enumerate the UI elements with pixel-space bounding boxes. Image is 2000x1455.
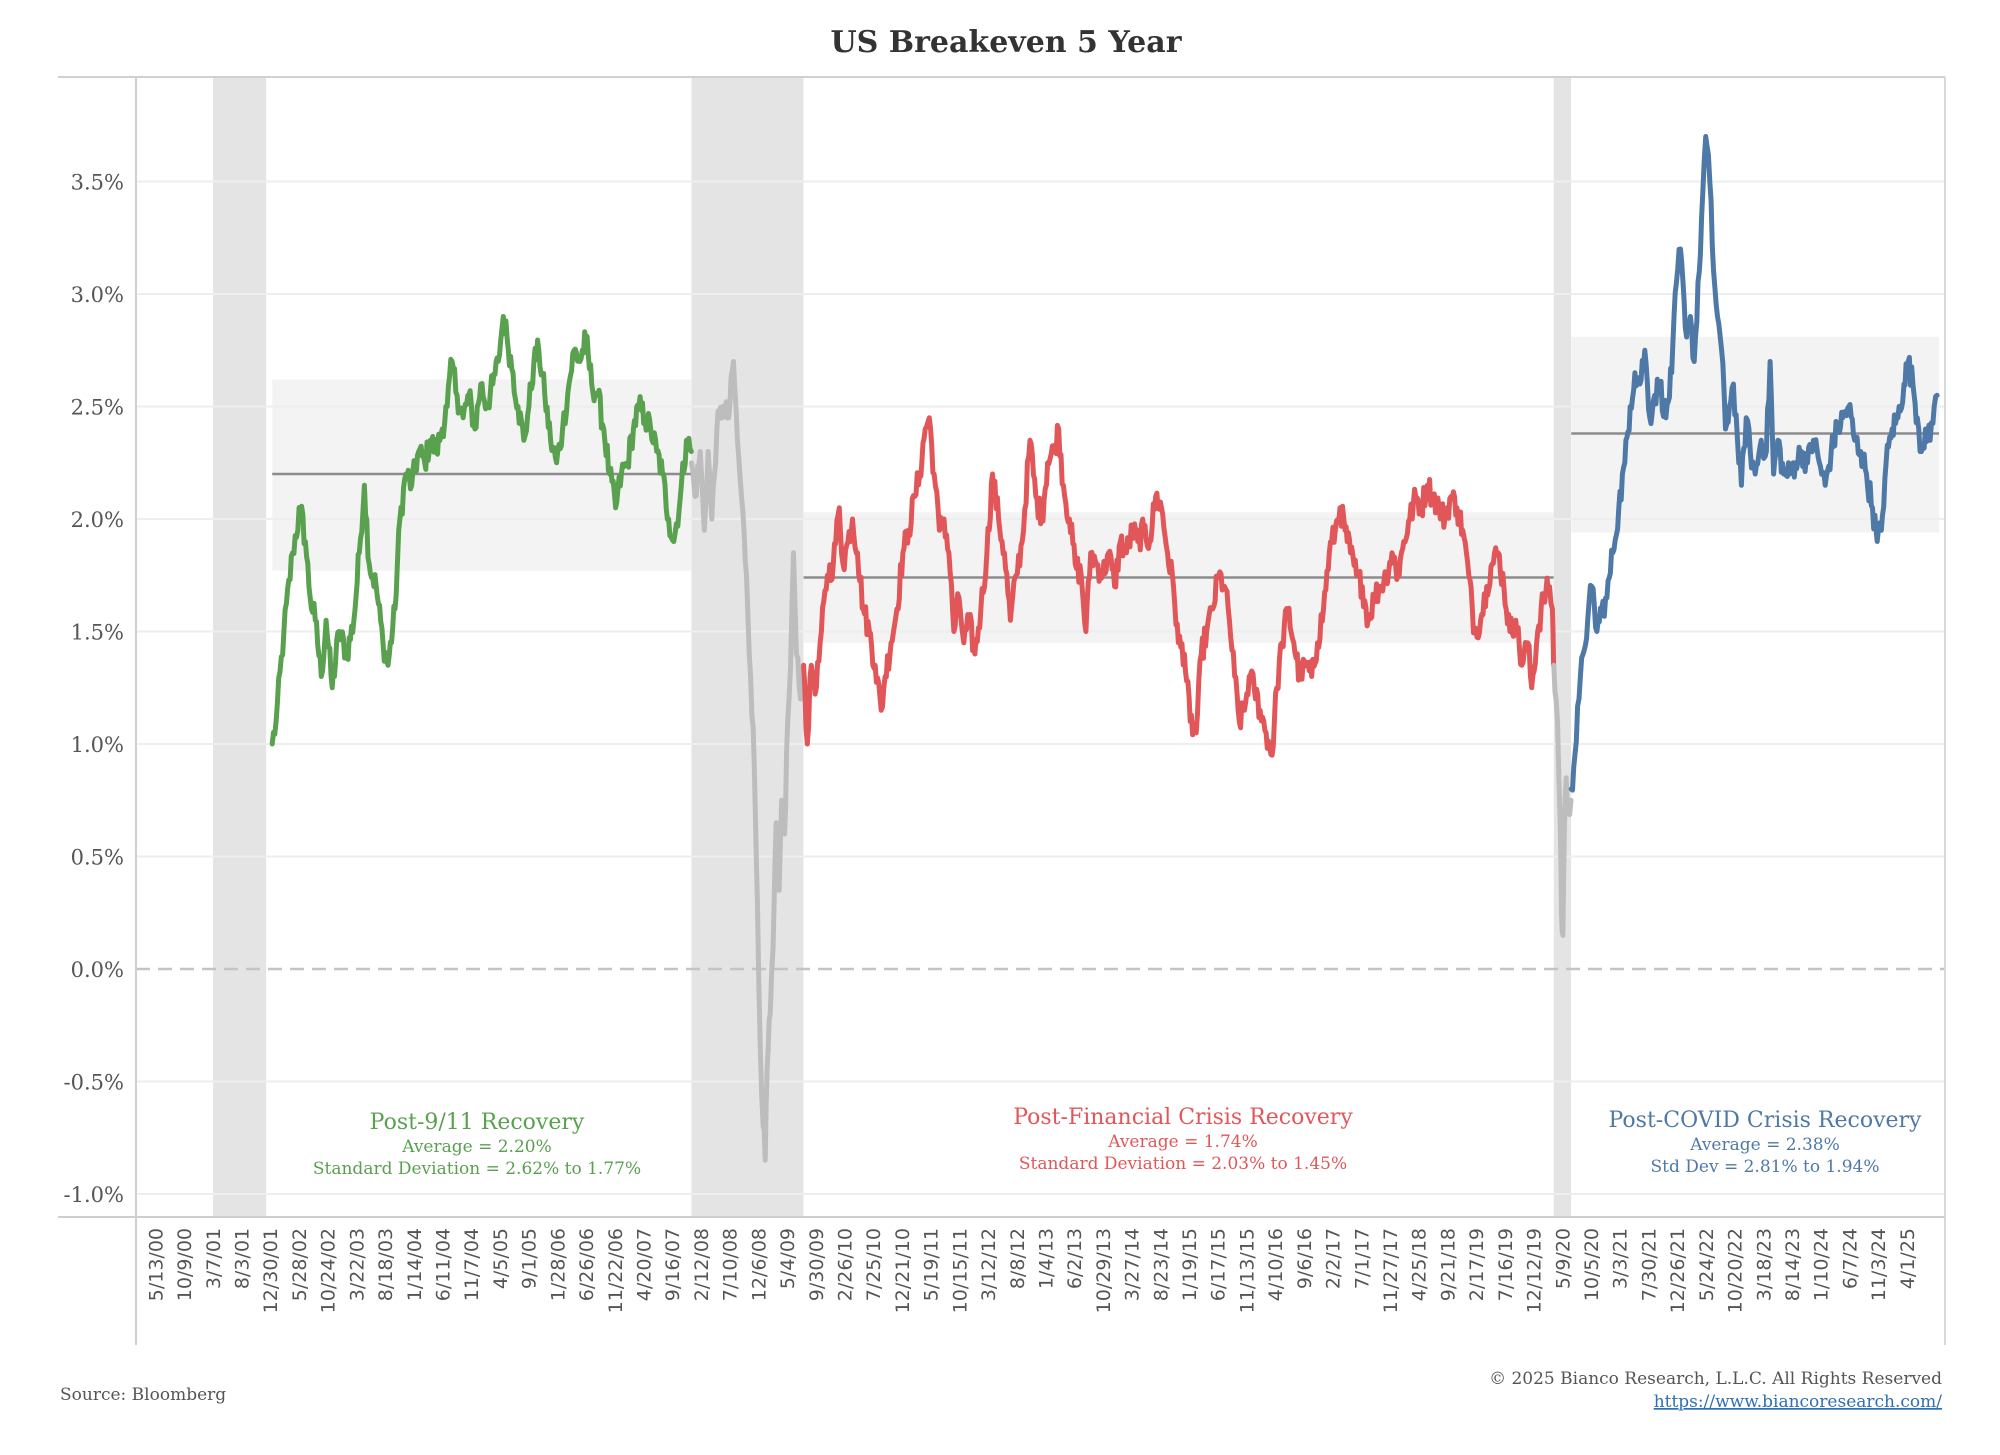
x-tick-label: 1/28/06 — [547, 1228, 569, 1301]
y-tick-label: 0.0% — [71, 958, 124, 982]
regime-label-stddev: Standard Deviation = 2.62% to 1.77% — [313, 1159, 641, 1179]
x-tick-label: 2/17/19 — [1466, 1228, 1488, 1301]
x-tick-label: 12/21/10 — [892, 1228, 914, 1313]
std-dev-bands — [272, 336, 1940, 643]
x-tick-label: 12/6/08 — [748, 1228, 770, 1301]
x-tick-label: 7/1/17 — [1351, 1228, 1373, 1289]
x-tick-label: 9/16/07 — [662, 1228, 684, 1301]
x-tick-label: 3/18/23 — [1753, 1228, 1775, 1301]
x-tick-label: 5/9/20 — [1552, 1228, 1574, 1289]
x-tick-label: 9/6/16 — [1294, 1228, 1316, 1289]
x-tick-label: 8/8/12 — [1007, 1228, 1029, 1289]
y-axis-ticks: 3.5% 3.0% 2.5% 2.0% 1.5% 1.0% 0.5% 0.0% -0.5% -1.… — [64, 171, 124, 1208]
x-tick-label: 11/22/06 — [605, 1228, 627, 1313]
x-tick-label: 11/3/24 — [1868, 1228, 1890, 1301]
source-note: Source: Bloomberg — [60, 1385, 226, 1405]
x-tick-label: 1/10/24 — [1811, 1228, 1833, 1301]
x-axis-ticks: 5/13/00 10/9/00 3/7/01 8/3/01 12/30/01 5/28/0… — [145, 1228, 1918, 1313]
x-tick-label: 5/13/00 — [145, 1228, 167, 1301]
x-tick-label: 1/4/13 — [1035, 1228, 1057, 1289]
x-tick-label: 1/14/04 — [404, 1228, 426, 1301]
x-tick-label: 9/1/05 — [519, 1228, 541, 1289]
x-tick-label: 3/22/03 — [346, 1228, 368, 1301]
y-tick-label: -1.0% — [64, 1183, 124, 1207]
x-tick-label: 5/4/09 — [777, 1228, 799, 1289]
regime-label-title: Post-COVID Crisis Recovery — [1609, 1108, 1923, 1133]
regime-label-average: Average = 2.38% — [1689, 1135, 1840, 1155]
series-line — [1551, 662, 1574, 938]
regime-label-title: Post-9/11 Recovery — [370, 1110, 585, 1135]
x-tick-label: 10/24/02 — [318, 1228, 340, 1313]
x-tick-label: 7/25/10 — [863, 1228, 885, 1301]
x-tick-label: 6/26/06 — [576, 1228, 598, 1301]
x-tick-label: 11/27/17 — [1380, 1228, 1402, 1313]
series-lines — [269, 134, 1940, 1163]
x-tick-label: 5/24/22 — [1696, 1228, 1718, 1301]
x-tick-label: 2/2/17 — [1323, 1228, 1345, 1289]
x-tick-label: 5/28/02 — [289, 1228, 311, 1301]
x-tick-label: 4/10/16 — [1265, 1228, 1287, 1301]
x-tick-label: 8/3/01 — [232, 1228, 254, 1289]
x-tick-label: 2/26/10 — [834, 1228, 856, 1301]
x-tick-label: 2/12/08 — [691, 1228, 713, 1301]
y-tick-label: 3.0% — [71, 283, 124, 307]
x-tick-label: 3/12/12 — [978, 1228, 1000, 1301]
x-tick-label: 3/3/21 — [1610, 1228, 1632, 1289]
recession-band — [213, 78, 267, 1217]
y-tick-label: 3.5% — [71, 171, 124, 195]
x-tick-label: 1/19/15 — [1179, 1228, 1201, 1301]
copyright-note: © 2025 Bianco Research, L.L.C. All Right… — [1489, 1369, 1942, 1389]
series-line — [689, 359, 806, 1163]
regime-label-average: Average = 1.74% — [1107, 1132, 1258, 1152]
x-tick-label: 10/5/20 — [1581, 1228, 1603, 1301]
x-tick-label: 12/30/01 — [260, 1228, 282, 1313]
y-tick-label: 1.5% — [71, 621, 124, 645]
regime-label-average: Average = 2.20% — [401, 1137, 552, 1157]
x-tick-label: 12/26/21 — [1667, 1228, 1689, 1313]
recession-band — [1553, 78, 1572, 1217]
x-tick-label: 6/17/15 — [1208, 1228, 1230, 1301]
x-tick-label: 9/21/18 — [1437, 1228, 1459, 1301]
x-tick-label: 4/20/07 — [634, 1228, 656, 1301]
series-line — [269, 314, 694, 747]
chart-title: US Breakeven 5 Year — [830, 25, 1182, 60]
regime-label-stddev: Std Dev = 2.81% to 1.94% — [1651, 1157, 1880, 1177]
x-tick-label: 10/9/00 — [174, 1228, 196, 1301]
y-tick-label: 2.0% — [71, 508, 124, 532]
x-tick-label: 9/30/09 — [806, 1228, 828, 1301]
regime-label-title: Post-Financial Crisis Recovery — [1013, 1105, 1353, 1130]
x-tick-label: 7/10/08 — [720, 1228, 742, 1301]
x-tick-label: 4/25/18 — [1409, 1228, 1431, 1301]
x-tick-label: 8/23/14 — [1150, 1228, 1172, 1301]
x-tick-label: 6/2/13 — [1064, 1228, 1086, 1289]
x-tick-label: 7/30/21 — [1638, 1228, 1660, 1301]
x-tick-label: 5/19/11 — [921, 1228, 943, 1301]
x-tick-label: 3/7/01 — [203, 1228, 225, 1289]
y-tick-label: 0.5% — [71, 846, 124, 870]
series-line — [1568, 134, 1940, 793]
x-tick-label: 4/1/25 — [1897, 1228, 1919, 1289]
x-tick-label: 11/13/15 — [1236, 1228, 1258, 1313]
series-line — [801, 415, 1557, 758]
y-tick-label: 2.5% — [71, 396, 124, 420]
website-link[interactable]: https://www.biancoresearch.com/ — [1654, 1392, 1943, 1412]
x-tick-label: 8/18/03 — [375, 1228, 397, 1301]
x-tick-label: 3/27/14 — [1122, 1228, 1144, 1301]
x-tick-label: 11/7/04 — [461, 1228, 483, 1301]
x-tick-label: 4/5/05 — [490, 1228, 512, 1289]
x-tick-label: 12/12/19 — [1524, 1228, 1546, 1313]
x-tick-label: 10/15/11 — [949, 1228, 971, 1313]
y-tick-label: -0.5% — [64, 1071, 124, 1095]
x-tick-label: 8/14/23 — [1782, 1228, 1804, 1301]
y-tick-label: 1.0% — [71, 733, 124, 757]
x-tick-label: 7/16/19 — [1495, 1228, 1517, 1301]
x-tick-label: 10/20/22 — [1725, 1228, 1747, 1313]
x-tick-label: 6/7/24 — [1839, 1228, 1861, 1289]
x-tick-label: 10/29/13 — [1093, 1228, 1115, 1313]
x-tick-label: 6/11/04 — [433, 1228, 455, 1301]
regime-label-stddev: Standard Deviation = 2.03% to 1.45% — [1019, 1154, 1347, 1174]
